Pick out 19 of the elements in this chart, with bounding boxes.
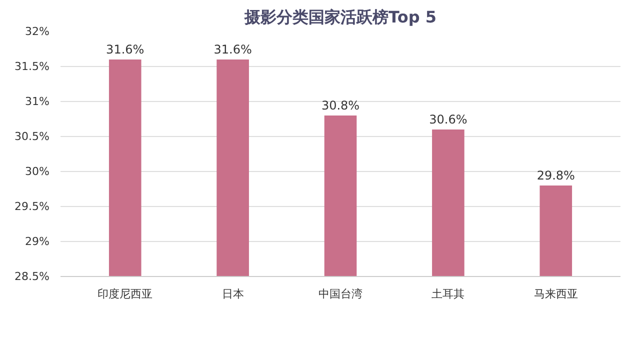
x-tick-label: 印度尼西亚 bbox=[98, 288, 153, 300]
y-tick-label: 31% bbox=[25, 95, 50, 108]
data-label: 30.8% bbox=[321, 98, 360, 112]
data-label: 31.6% bbox=[106, 42, 144, 56]
chart-title: 摄影分类国家活跃榜Top 5 bbox=[244, 8, 436, 26]
y-tick-label: 28.5% bbox=[14, 270, 50, 283]
y-tick-label: 31.5% bbox=[14, 60, 50, 73]
x-tick-label: 土耳其 bbox=[432, 288, 465, 300]
y-tick-label: 32% bbox=[25, 25, 50, 38]
x-tick-label: 马来西亚 bbox=[534, 288, 578, 300]
y-tick-label: 30% bbox=[25, 165, 50, 178]
y-tick-label: 29% bbox=[25, 235, 50, 248]
y-tick-label: 30.5% bbox=[14, 130, 50, 143]
y-tick-label: 29.5% bbox=[14, 200, 50, 213]
data-label: 30.6% bbox=[429, 112, 468, 126]
x-tick-label: 中国台湾 bbox=[318, 288, 362, 300]
data-label: 31.6% bbox=[214, 42, 252, 56]
x-tick-label: 日本 bbox=[222, 288, 244, 300]
data-label: 29.8% bbox=[536, 168, 575, 182]
